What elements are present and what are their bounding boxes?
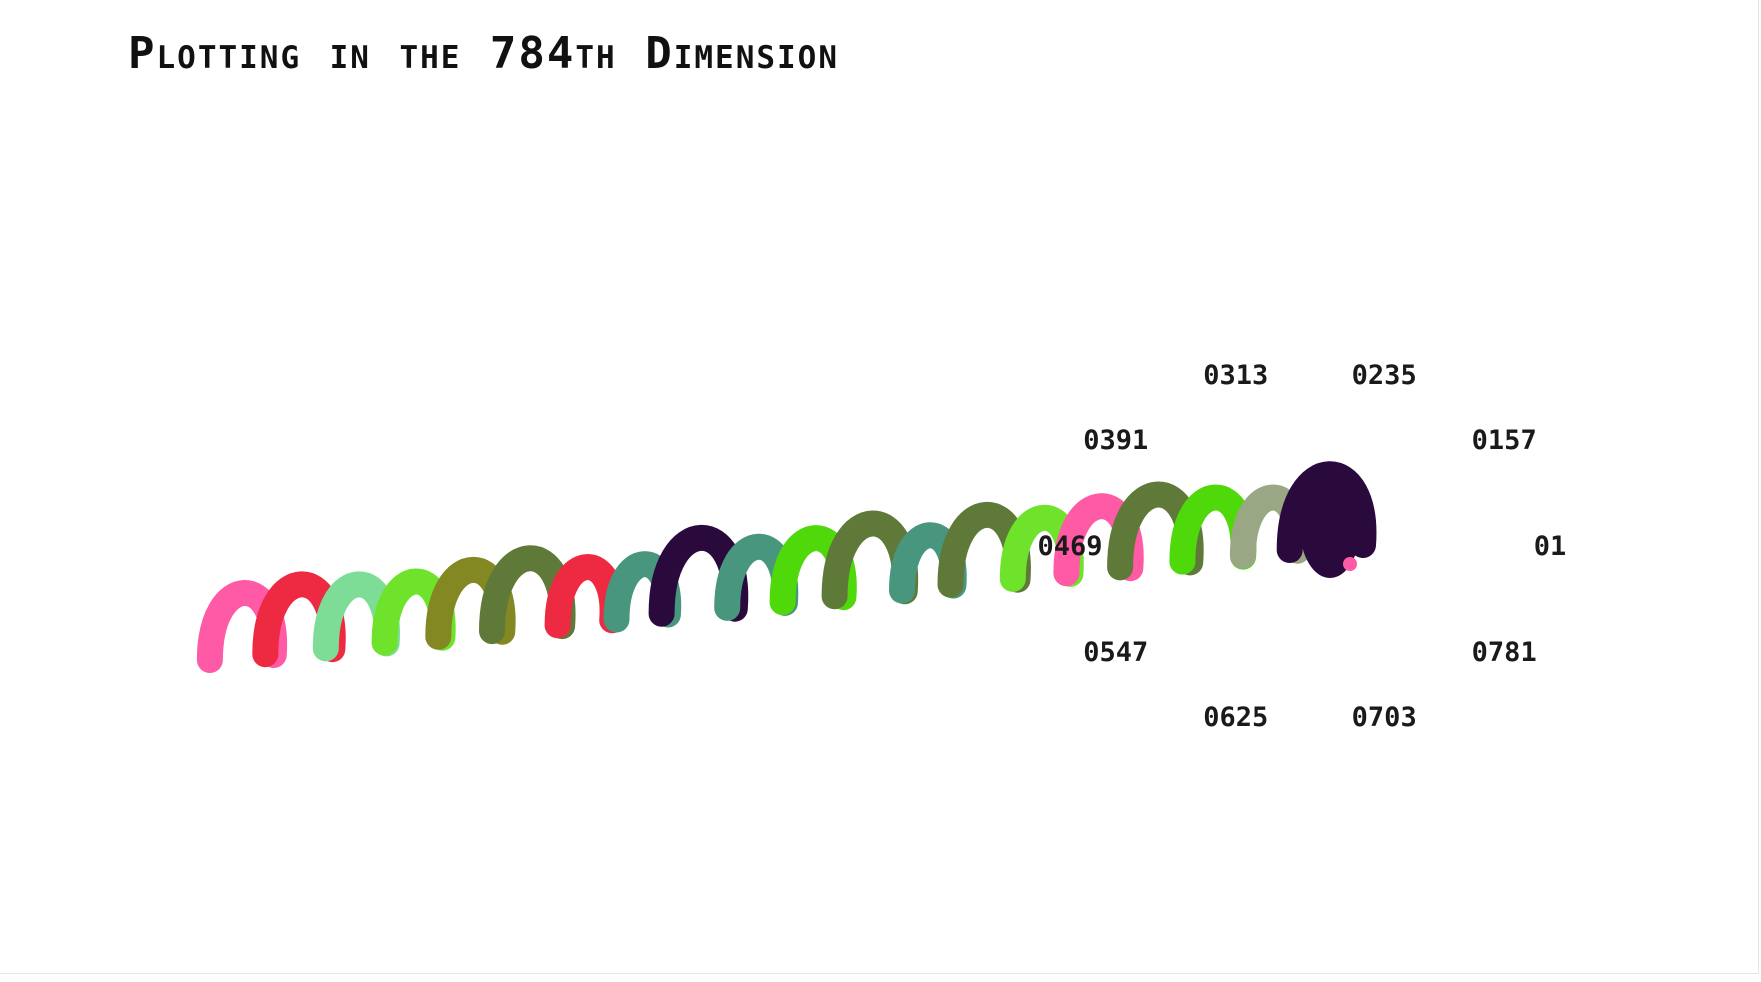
radial-tick-label: 0781 xyxy=(1472,637,1537,668)
radial-tick-label: 0625 xyxy=(1203,702,1268,733)
radial-tick-label: 0547 xyxy=(1083,637,1148,668)
radial-tick-label: 0469 xyxy=(1037,531,1102,562)
radial-tick-label: 0313 xyxy=(1203,360,1268,391)
series-line xyxy=(1276,461,1377,563)
radial-tick-label: 0391 xyxy=(1083,425,1148,456)
radial-tick-label: 0703 xyxy=(1352,702,1417,733)
radial-tick-label: 0157 xyxy=(1472,425,1537,456)
radial-tick-label: 0235 xyxy=(1352,360,1417,391)
chart-title: Plotting in the 784th Dimension xyxy=(128,28,840,79)
radial-tick-label: 01 xyxy=(1534,531,1567,562)
series-marker xyxy=(1343,557,1357,571)
series-end-ring xyxy=(1300,478,1360,578)
series-group xyxy=(196,461,1377,673)
radial-tick-labels: 01 0157 0235 0313 0391 0469 0547 0625 0703 0781 xyxy=(1037,360,1566,733)
